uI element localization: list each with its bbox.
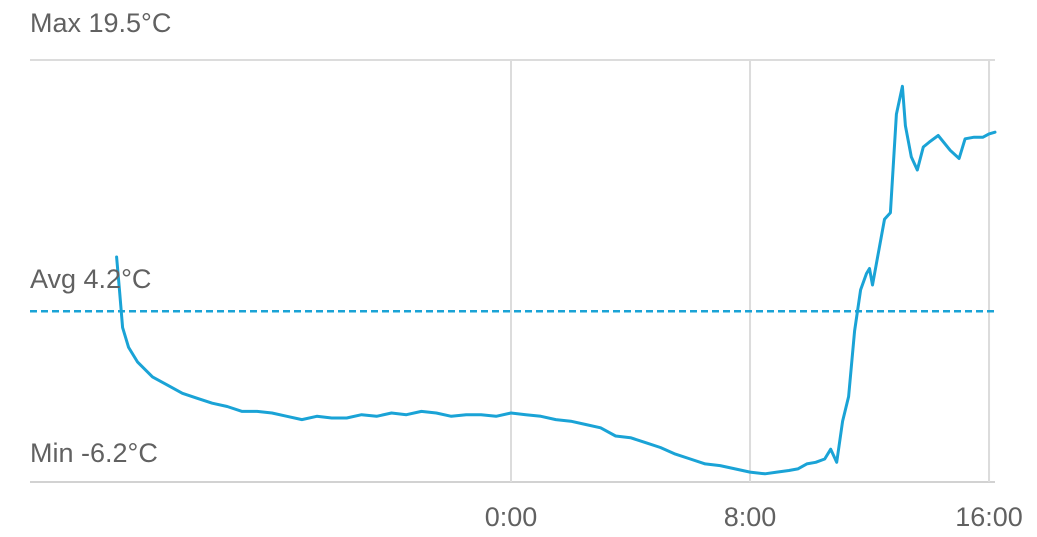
max-label: Max 19.5°C [30,8,171,38]
x-tick-label: 8:00 [724,502,777,532]
avg-label: Avg 4.2°C [30,264,151,294]
temperature-series-line [115,84,997,476]
min-label: Min -6.2°C [30,438,158,468]
x-tick-label: 16:00 [955,502,1023,532]
grid-layer [30,59,995,483]
x-tick-labels: 0:00 8:00 16:00 [485,502,1023,532]
x-tick-label: 0:00 [485,502,538,532]
